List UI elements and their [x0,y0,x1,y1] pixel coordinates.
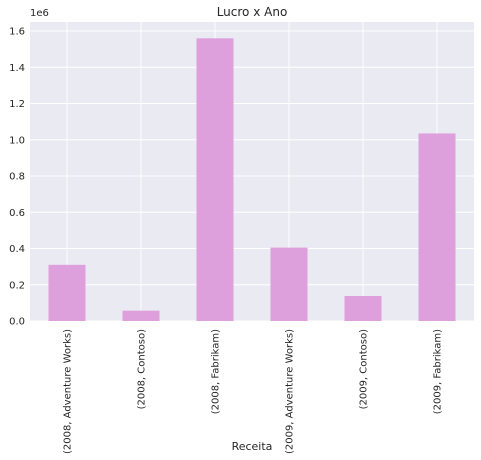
y-tick-label: 1.6 [9,27,25,38]
bar [270,247,308,321]
chart-title: Lucro x Ano [217,5,288,19]
bar [418,133,456,321]
x-tick-label: (2008, Contoso) [137,329,148,410]
y-tick-label: 0.8 [9,172,25,183]
x-tick-label: (2008, Adventure Works) [63,329,74,454]
bars [48,38,456,322]
x-tick-label: (2009, Fabrikam) [433,329,444,414]
plot-area [30,22,474,321]
y-tick-label: 1.0 [9,135,25,146]
y-axis-ticks: 0.0 0.2 0.4 0.6 0.8 1.0 1.2 1.4 1.6 [9,27,25,328]
x-tick-label: (2008, Fabrikam) [211,329,222,414]
bar [344,295,382,321]
x-axis-ticks: (2008, Adventure Works) (2008, Contoso) (2… [63,329,444,454]
y-tick-label: 0.4 [9,244,25,255]
y-axis-offset-label: 1e6 [30,8,49,19]
y-tick-label: 0.2 [9,280,25,291]
x-tick-label: (2009, Contoso) [359,329,370,410]
y-tick-label: 1.4 [9,63,25,74]
y-tick-label: 0.0 [9,317,25,328]
y-tick-label: 0.6 [9,208,25,219]
bar [48,264,86,321]
bar [122,310,160,321]
x-tick-label: (2009, Adventure Works) [285,329,296,454]
x-axis-label: Receita [232,440,273,453]
bar [196,38,234,322]
y-tick-label: 1.2 [9,99,25,110]
